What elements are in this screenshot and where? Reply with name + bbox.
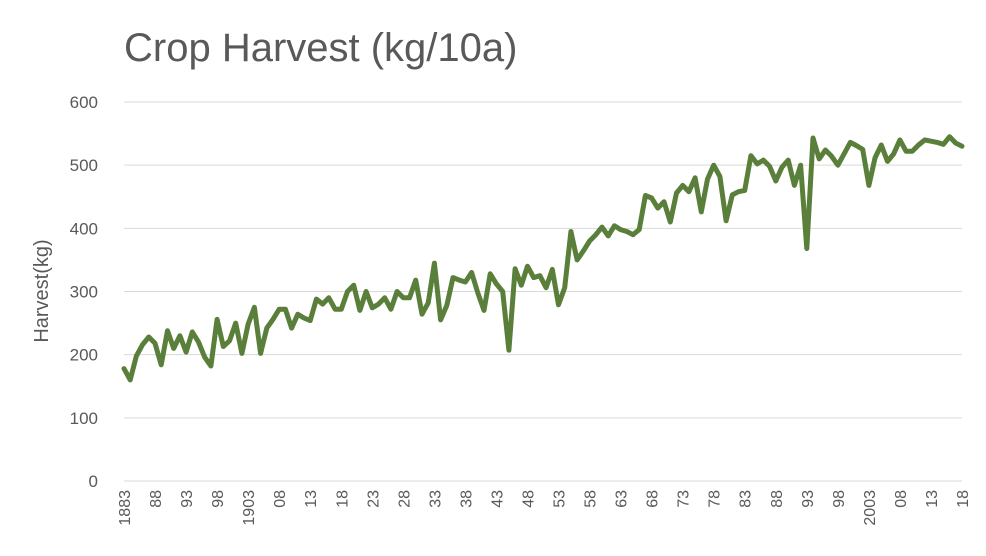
chart-title: Crop Harvest (kg/10a) [124,26,518,70]
gridlines [124,101,962,482]
x-tick-label: 33 [427,490,444,508]
x-tick-label: 63 [614,490,631,508]
x-tick-label: 13 [303,490,320,508]
x-tick-label: 98 [210,490,227,508]
series-line [121,134,965,383]
y-tick-label: 300 [70,283,98,302]
y-tick-label: 400 [70,219,98,238]
y-tick-label: 0 [89,472,98,491]
x-tick-label: 48 [520,490,537,508]
x-axis-ticks: 1883 88 93 98 1903 08 13 18 23 28 33 38 43 48 53 58 63 68… [117,490,972,526]
x-tick-label: 08 [272,490,289,508]
x-tick-label: 1903 [241,490,258,526]
x-tick-label: 88 [148,490,165,508]
series-layer [121,134,965,383]
x-tick-label: 38 [458,490,475,508]
x-tick-label: 73 [676,490,693,508]
y-tick-label: 200 [70,346,98,365]
x-tick-label: 28 [396,490,413,508]
x-tick-label: 08 [893,490,910,508]
x-tick-label: 93 [800,490,817,508]
x-tick-label: 2003 [862,490,879,526]
x-tick-label: 58 [583,490,600,508]
x-tick-label: 93 [179,490,196,508]
x-tick-label: 68 [645,490,662,508]
x-tick-label: 83 [738,490,755,508]
x-tick-label: 98 [831,490,848,508]
x-tick-label: 78 [707,490,724,508]
y-tick-label: 500 [70,156,98,175]
x-tick-label: 18 [334,490,351,508]
x-tick-label: 18 [955,490,972,508]
x-tick-label: 43 [489,490,506,508]
y-tick-label: 600 [70,93,98,112]
y-axis-ticks: 0 100 200 300 400 500 600 [70,93,98,491]
x-tick-label: 88 [769,490,786,508]
y-tick-label: 100 [70,409,98,428]
x-tick-label: 23 [365,490,382,508]
x-tick-label: 13 [924,490,941,508]
x-tick-label: 1883 [117,490,134,526]
y-axis-label: Harvest(kg) [31,239,53,342]
x-tick-label: 53 [552,490,569,508]
